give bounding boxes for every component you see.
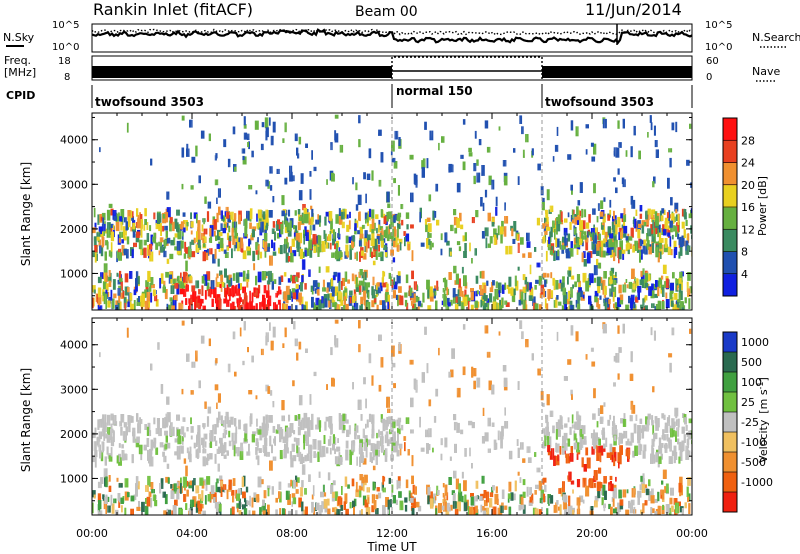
noise-tick-right-top: 10^5 [705,20,732,31]
power-colorbar-label: Power [dB] [756,176,769,236]
power-colorbar: 4 8 12 16 20 24 28 [722,117,755,297]
power-ylabel: Slant Range [km] [19,162,33,266]
noise-strip: N.Sky N.Search 10^5 10^0 10^5 10^0 [3,20,800,53]
colorbar-tick-label: -25 [741,416,759,429]
colorbar-tick-label: 28 [741,134,755,147]
velocity-colorbar-label: Velocity[m s-1] [756,377,770,463]
colorbar-tick-label: -500 [741,456,766,469]
cpid-label: CPID [6,89,35,102]
colorbar-tick-label: 1000 [741,336,769,349]
colorbar-tick-label: 12 [741,223,755,236]
power-panel: 1000 2000 3000 4000 Slant Range [km] [19,112,693,311]
colorbar-segment [723,162,737,186]
nave-series [391,56,543,79]
freq-label: Freq. [4,54,31,67]
freq-unit: [MHz] [4,66,36,79]
nave-tick-bottom: 0 [706,72,712,83]
colorbar-tick-label: 16 [741,201,755,214]
colorbar-segment [723,432,737,453]
colorbar-segment [723,273,737,297]
y-tick-label: 4000 [60,134,88,147]
velocity-axes: 1000 2000 3000 4000 [60,317,693,516]
beam-label: Beam 00 [355,4,418,20]
y-tick-label: 1000 [60,472,88,485]
x-tick-label: 04:00 [176,527,208,540]
x-tick-label: 20:00 [576,527,608,540]
colorbar-tick-label: 4 [741,268,748,281]
velocity-colorbar: 1000 500 100 25 -25 -100 -500 -1000 [722,331,773,513]
nave-tick-top: 60 [706,56,719,67]
colorbar-segment [723,372,737,393]
colorbar-segment [723,472,737,493]
y-tick-label: 2000 [60,223,88,236]
velocity-ylabel: Slant Range [km] [19,368,33,472]
power-heatmap [92,113,692,310]
colorbar-frame [722,331,738,513]
colorbar-tick-label: 20 [741,179,755,192]
colorbar-segment [723,452,737,473]
nsearch-series [92,28,692,36]
colorbar-segment [723,332,737,353]
y-tick-label: 3000 [60,383,88,396]
cpid-strip: CPID twofsound 3503 normal 150 twofsound… [6,84,693,109]
colorbar-segment [723,352,737,373]
freq-tick-bottom: 8 [64,72,70,83]
nsearch-label: N.Search [752,31,800,44]
colorbar-tick-label: 100 [741,376,762,389]
freq-band [92,66,392,78]
date-label: 11/Jun/2014 [585,0,682,19]
colorbar-tick-label: -100 [741,436,766,449]
colorbar-tick-label: 8 [741,246,748,259]
noise-tick-right-bottom: 10^0 [705,42,732,53]
time-axis: 00:00 04:00 08:00 12:00 16:00 20:00 00:00 [76,527,708,540]
colorbar-segment [723,412,737,433]
velocity-panel: 1000 2000 3000 4000 Slant Range [km] [19,317,693,516]
colorbar-segment [723,207,737,230]
x-tick-label: 16:00 [476,527,508,540]
y-tick-label: 2000 [60,428,88,441]
freq-tick-top: 18 [58,56,71,67]
colorbar-tick-label: 25 [741,396,755,409]
colorbar-segment [723,229,737,252]
colorbar-segment [723,140,737,163]
x-tick-label: 08:00 [276,527,308,540]
cpid-segment-3: twofsound 3503 [545,95,654,109]
cpid-segment-2: normal 150 [396,84,473,98]
x-tick-label: 12:00 [376,527,408,540]
freq-strip: Freq. [MHz] Nave 18 8 60 0 [4,54,780,83]
colorbar-tick-label: 500 [741,356,762,369]
x-tick-label: 00:00 [676,527,708,540]
y-tick-label: 4000 [60,339,88,352]
colorbar-segment [723,492,737,513]
colorbar-segment [723,184,737,208]
station-title: Rankin Inlet (fitACF) [93,0,253,19]
colorbar-segment [723,392,737,413]
y-tick-label: 3000 [60,178,88,191]
time-axis-label: Time UT [366,540,417,554]
velocity-heatmap [92,318,692,515]
colorbar-tick-label: -1000 [741,476,773,489]
cpid-segment-1: twofsound 3503 [95,95,204,109]
x-tick-label: 00:00 [76,527,108,540]
y-tick-label: 1000 [60,267,88,280]
nsky-label: N.Sky [3,31,35,44]
power-axes: 1000 2000 3000 4000 [60,112,693,311]
colorbar-segment [723,251,737,275]
noise-tick-left-top: 10^5 [52,20,79,31]
colorbar-tick-label: 24 [741,157,755,170]
noise-tick-left-bottom: 10^0 [52,42,79,53]
colorbar-segment [723,118,737,141]
nave-label: Nave [752,65,780,78]
freq-band [542,66,692,78]
